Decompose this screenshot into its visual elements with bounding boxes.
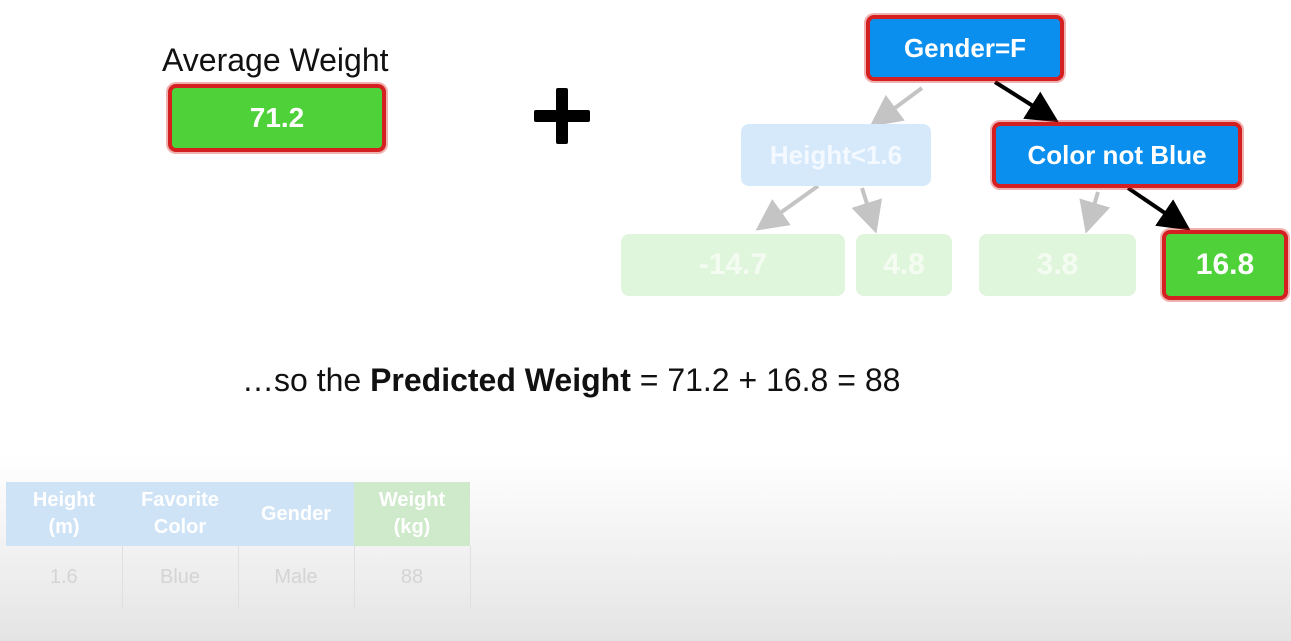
header-weight: Weight (kg) (354, 482, 470, 546)
tree-leaf-4: 16.8 (1162, 230, 1288, 300)
arrow-root-left (869, 86, 924, 127)
cell-gender: Male (238, 546, 355, 608)
tree-leaf-2: 4.8 (856, 234, 952, 296)
table-header-row: Height (m) Favorite Color Gender Weight (kg… (6, 482, 470, 546)
formula-bold: Predicted Weight (370, 362, 631, 398)
plus-icon (534, 88, 590, 144)
arrow-right-leaf4 (1126, 186, 1191, 231)
tree-right-node: Color not Blue (992, 122, 1242, 188)
cell-height: 1.6 (6, 546, 123, 608)
arrow-left-leaf2 (851, 187, 883, 234)
tree-root-node: Gender=F (866, 15, 1064, 81)
cell-weight: 88 (354, 546, 471, 608)
arrow-root-right (993, 80, 1059, 123)
prediction-formula: …so the Predicted Weight = 71.2 + 16.8 =… (242, 362, 900, 399)
header-favorite-color: Favorite Color (122, 482, 238, 546)
formula-prefix: …so the (242, 362, 371, 398)
header-height: Height (m) (6, 482, 122, 546)
tree-leaf-1: -14.7 (621, 234, 845, 296)
average-weight-value: 71.2 (168, 84, 386, 152)
tree-leaf-3: 3.8 (979, 234, 1136, 296)
cell-favorite-color: Blue (122, 546, 239, 608)
data-table: Height (m) Favorite Color Gender Weight (kg… (6, 482, 471, 608)
table-row: 1.6 Blue Male 88 (6, 546, 471, 608)
arrow-right-leaf3 (1079, 191, 1111, 234)
header-gender: Gender (238, 482, 354, 546)
arrow-left-leaf1 (755, 184, 820, 231)
tree-left-node: Height<1.6 (741, 124, 931, 186)
average-weight-label: Average Weight (162, 42, 389, 78)
formula-rest: = 71.2 + 16.8 = 88 (630, 362, 901, 398)
